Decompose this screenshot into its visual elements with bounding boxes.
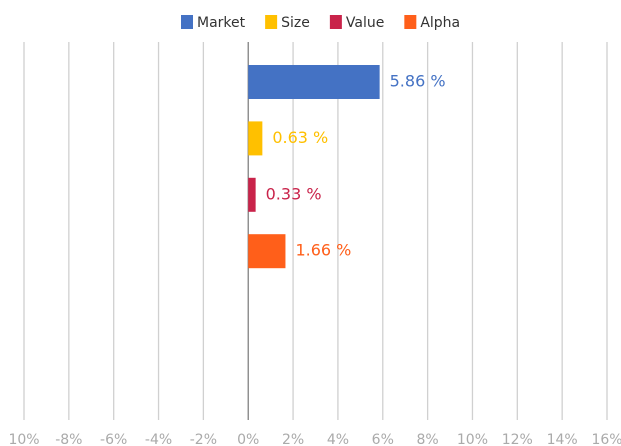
data-label: 5.86 % <box>390 72 446 91</box>
data-label: 0.63 % <box>272 128 328 147</box>
legend-label: Size <box>281 15 310 31</box>
x-tick-label: 2% <box>282 432 304 446</box>
legend-swatch <box>404 15 417 29</box>
x-tick-label: 6% <box>372 432 394 446</box>
x-tick-label: 12% <box>502 432 533 446</box>
legend-swatch <box>181 15 193 29</box>
x-tick-label: 14% <box>547 432 578 446</box>
x-tick-label: 10% <box>8 432 39 446</box>
legend-label: Value <box>346 15 384 31</box>
x-tick-label: 8% <box>417 432 439 446</box>
x-tick-label: -2% <box>190 432 217 446</box>
legend-swatch <box>329 15 342 29</box>
data-label: 1.66 % <box>295 241 351 260</box>
x-tick-label: 10% <box>457 432 488 446</box>
x-tick-label: -8% <box>55 432 82 446</box>
data-label: 0.33 % <box>266 184 322 203</box>
x-tick-label: -6% <box>100 432 127 446</box>
bar <box>248 121 263 156</box>
x-tick-label: 0% <box>237 432 259 446</box>
x-tick-label: 16% <box>591 432 621 446</box>
bar <box>248 177 256 212</box>
bar <box>248 65 380 99</box>
legend-label: Market <box>197 15 246 31</box>
x-tick-label: -4% <box>145 432 172 446</box>
legend-swatch <box>265 15 278 29</box>
legend-label: Alpha <box>420 15 460 31</box>
x-tick-label: 4% <box>327 432 349 446</box>
bar <box>248 234 286 269</box>
